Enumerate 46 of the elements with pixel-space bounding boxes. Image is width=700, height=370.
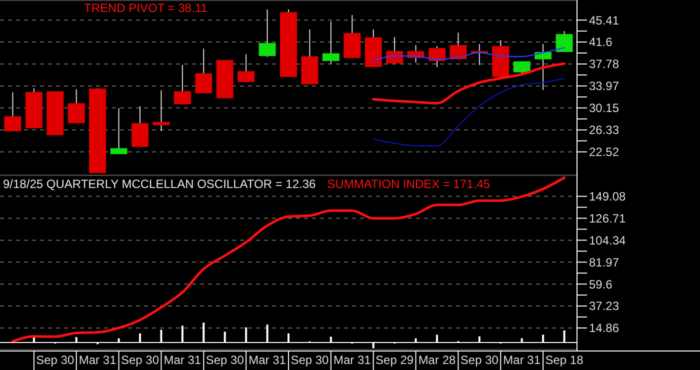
candlestick [258, 8, 276, 58]
x-tick-label: Sep 30 [290, 353, 330, 367]
y-tick-label: 37.78 [589, 57, 620, 72]
candlestick [132, 106, 148, 148]
y-tick-label: 81.97 [589, 255, 620, 270]
x-tick-label: Sep 30 [460, 353, 499, 367]
y-tick-label: 33.97 [589, 79, 620, 94]
x-tick-label: Mar 31 [78, 353, 117, 367]
series-label: SUMMATION INDEX = 171.45 [327, 177, 490, 191]
x-tick-label: Sep 30 [206, 353, 244, 367]
candlestick [4, 92, 22, 132]
y-tick-label: 149.08 [589, 190, 626, 204]
line-series [372, 62, 566, 104]
x-tick-label: Sep 30 [36, 353, 74, 367]
candlestick [195, 48, 212, 94]
y-tick-label: 41.6 [589, 35, 613, 50]
y-tick-label: 22.52 [589, 145, 620, 160]
x-tick-label: Mar 31 [248, 353, 286, 367]
y-tick-label: 14.86 [589, 321, 620, 336]
x-tick-label: Sep 29 [376, 353, 414, 367]
y-tick-label: 104.34 [589, 233, 626, 248]
candlestick [386, 36, 404, 64]
y-tick-label: 26.33 [589, 123, 620, 138]
candlestick [450, 32, 467, 60]
text: 9/18/25 QUARTERLY MCCLELLAN OSCILLATOR = 12.36 [3, 177, 316, 191]
y-tick-label: 30.15 [589, 101, 620, 116]
y-tick-label: 126.71 [589, 211, 626, 226]
candlestick [322, 20, 340, 64]
y-tick-label: 37.23 [589, 299, 620, 314]
text: TREND PIVOT = 38.11 [84, 1, 208, 15]
candlestick [428, 46, 446, 68]
x-tick-label: Mar 31 [333, 353, 372, 367]
x-tick-label: Sep 30 [120, 353, 160, 367]
x-tick-label: Mar 31 [164, 353, 202, 367]
candlestick [174, 64, 191, 105]
candlestick [238, 54, 255, 82]
x-tick-label: Sep 18 [545, 353, 584, 367]
candlestick [152, 90, 170, 132]
candlestick [110, 108, 128, 155]
x-tick-label: Mar 31 [503, 353, 541, 367]
y-tick-label: 59.6 [589, 277, 613, 292]
candlestick [68, 88, 85, 124]
y-tick-label: 45.41 [589, 13, 620, 28]
line-series [372, 78, 565, 146]
x-tick-label: Mar 28 [418, 353, 456, 367]
candlestick [534, 44, 552, 90]
